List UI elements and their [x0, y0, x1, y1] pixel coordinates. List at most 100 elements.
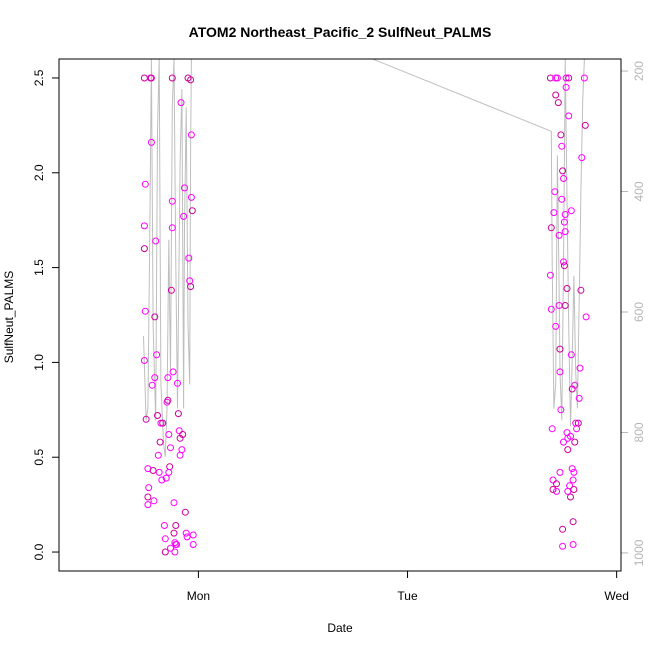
data-point: [141, 180, 149, 188]
y2-tick-label: 600: [632, 302, 646, 322]
data-point: [556, 468, 564, 476]
data-point: [555, 231, 563, 239]
data-point: [560, 438, 567, 446]
data-point: [144, 501, 152, 509]
data-point: [141, 307, 149, 315]
data-point: [187, 283, 195, 291]
plot-frame: [58, 58, 622, 572]
data-point: [165, 431, 173, 438]
data-point: [155, 468, 163, 476]
data-point: [185, 254, 193, 262]
y2-tick-label: 1000: [632, 539, 646, 566]
y-tick-label: 1.5: [32, 259, 46, 276]
data-point: [546, 271, 554, 279]
data-point: [183, 533, 191, 541]
data-point: [562, 83, 570, 91]
data-point: [149, 467, 157, 474]
data-point: [140, 222, 148, 230]
data-point: [154, 451, 162, 459]
data-point: [565, 74, 573, 82]
data-point: [560, 218, 568, 226]
data-point: [159, 419, 167, 427]
x-tick-label: Wed: [604, 589, 628, 603]
data-point: [561, 302, 569, 309]
y2-tick-label: 400: [632, 181, 646, 201]
data-point: [164, 396, 172, 404]
data-point: [549, 476, 557, 484]
data-point: [549, 486, 557, 493]
data-point: [167, 444, 174, 452]
data-point: [557, 406, 565, 414]
data-point: [180, 212, 188, 220]
data-point: [577, 286, 585, 294]
data-point: [570, 486, 578, 493]
data-point: [568, 465, 576, 473]
y-tick-label: 0.5: [32, 449, 46, 466]
data-point: [561, 228, 569, 236]
altitude-line: [143, 59, 585, 457]
y2-tick-label: 200: [632, 61, 646, 81]
data-point: [560, 262, 568, 270]
data-point: [571, 438, 579, 446]
data-point: [565, 112, 573, 120]
data-point: [168, 197, 176, 205]
data-point: [160, 522, 168, 529]
y-tick-label: 1.0: [32, 354, 46, 371]
data-point: [162, 474, 170, 482]
x-axis-label: Date: [327, 621, 353, 635]
data-point: [556, 368, 564, 376]
data-point: [171, 548, 179, 556]
data-point: [552, 91, 560, 99]
data-point: [172, 522, 180, 529]
data-point: [188, 207, 196, 215]
data-point: [547, 305, 555, 313]
data-point: [147, 138, 155, 146]
data-point: [156, 438, 164, 446]
data-point: [168, 74, 176, 82]
data-point: [179, 431, 187, 438]
data-point: [551, 188, 559, 196]
data-point: [148, 381, 156, 389]
y2-tick-label: 800: [632, 422, 646, 442]
data-point: [150, 497, 158, 505]
data-point: [569, 518, 577, 526]
data-point: [562, 74, 570, 82]
data-point: [167, 286, 175, 294]
data-point: [164, 374, 172, 382]
data-point: [553, 487, 560, 495]
data-point: [578, 154, 586, 162]
data-point: [567, 207, 575, 215]
data-point: [158, 476, 166, 484]
data-point: [564, 446, 572, 454]
data-point: [553, 74, 561, 82]
point-layer: [140, 74, 590, 556]
data-point: [575, 394, 583, 402]
y-axis-label: SulfNeut_PALMS: [2, 271, 16, 364]
data-point: [187, 193, 195, 201]
data-point: [154, 412, 161, 419]
data-point: [140, 245, 148, 253]
data-point: [187, 131, 195, 139]
data-point: [559, 542, 567, 550]
data-point: [178, 446, 186, 454]
data-point: [571, 381, 579, 389]
x-tick-label: Mon: [187, 589, 210, 603]
data-point: [556, 345, 564, 353]
data-point: [554, 99, 562, 107]
data-point: [172, 541, 180, 548]
data-point: [187, 76, 195, 84]
data-point: [165, 468, 173, 476]
data-point: [153, 351, 161, 359]
data-point: [161, 535, 169, 543]
data-point: [581, 121, 589, 129]
data-point: [142, 415, 150, 423]
data-point: [182, 529, 190, 537]
data-point: [574, 419, 582, 427]
data-point: [570, 468, 578, 476]
y-tick-label: 2.0: [32, 164, 46, 181]
data-point: [175, 427, 183, 435]
data-point: [174, 379, 181, 387]
data-point: [174, 410, 182, 418]
